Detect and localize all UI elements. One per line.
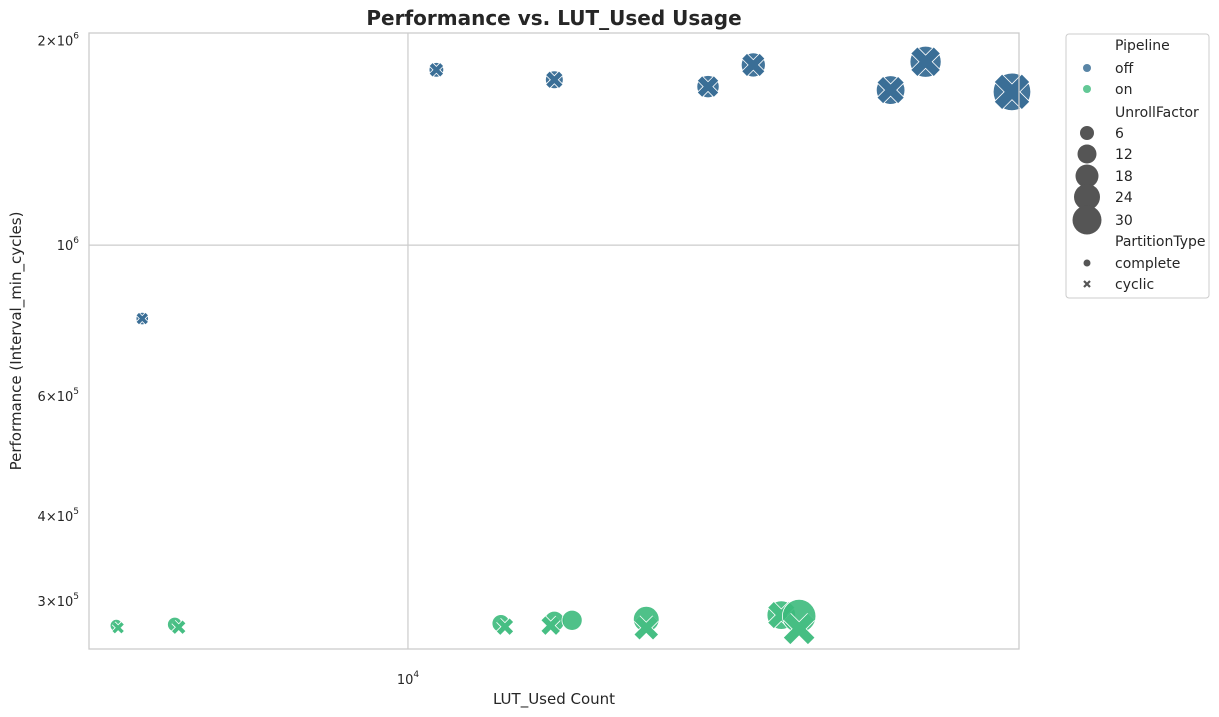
legend-on-marker	[1083, 85, 1091, 93]
tick-labels: 104 2×106 106 6×105 4×105 3×105	[38, 31, 420, 688]
data-point	[994, 74, 1030, 110]
plot-frame	[88, 32, 1020, 650]
legend-frame	[1065, 33, 1210, 299]
legend-pipeline-on: on	[1115, 82, 1132, 98]
data-point	[910, 46, 941, 77]
data-point	[561, 609, 583, 631]
legend-unroll-6-marker	[1080, 126, 1094, 140]
y-tick-label: 6×105	[38, 387, 79, 405]
legend-unroll-18-marker	[1075, 164, 1099, 188]
legend-unroll-12: 12	[1115, 147, 1133, 163]
data-point	[540, 615, 561, 636]
grid	[89, 33, 1019, 649]
legend-unroll-30: 30	[1115, 213, 1133, 229]
legend-partition-complete: complete	[1115, 256, 1180, 272]
data-point	[429, 62, 444, 78]
data-point	[697, 75, 719, 98]
legend-cyclic-marker	[1083, 280, 1091, 288]
x-axis-label: LUT_Used Count	[493, 690, 615, 709]
legend-partition-cyclic: cyclic	[1115, 277, 1154, 293]
data-point	[111, 621, 125, 634]
y-tick-label: 4×105	[38, 507, 79, 525]
legend-unroll-6: 6	[1115, 126, 1124, 142]
legend-unroll-12-marker	[1077, 144, 1097, 164]
data-point	[171, 619, 186, 635]
data-point	[633, 615, 659, 641]
legend-pipeline-off: off	[1115, 61, 1134, 77]
x-tick-label: 104	[397, 670, 420, 688]
data-point	[545, 71, 564, 89]
data-point	[136, 312, 149, 325]
legend-pipeline-title: Pipeline	[1115, 38, 1170, 54]
data-point	[876, 76, 905, 104]
legend-unroll-24-marker	[1074, 184, 1100, 210]
y-tick-label: 2×106	[38, 31, 80, 49]
legend-off-marker	[1083, 64, 1091, 72]
legend-unroll-title: UnrollFactor	[1115, 105, 1199, 121]
legend-partition-title: PartitionType	[1115, 234, 1206, 250]
y-tick-label: 3×105	[38, 592, 79, 610]
data-point	[496, 617, 514, 636]
legend-unroll-30-marker	[1072, 205, 1102, 235]
legend-unroll-18: 18	[1115, 169, 1133, 185]
data-points	[109, 45, 1032, 645]
chart-title: Performance vs. LUT_Used Usage	[366, 6, 741, 30]
legend: Pipeline off on UnrollFactor 6 12 18 24 …	[1065, 33, 1210, 299]
y-tick-label: 106	[57, 236, 80, 254]
legend-unroll-24: 24	[1115, 190, 1133, 206]
legend-complete-marker	[1083, 259, 1091, 267]
data-point	[783, 612, 816, 645]
y-axis-label: Performance (Interval_min_cycles)	[7, 212, 26, 471]
data-point	[741, 53, 765, 77]
